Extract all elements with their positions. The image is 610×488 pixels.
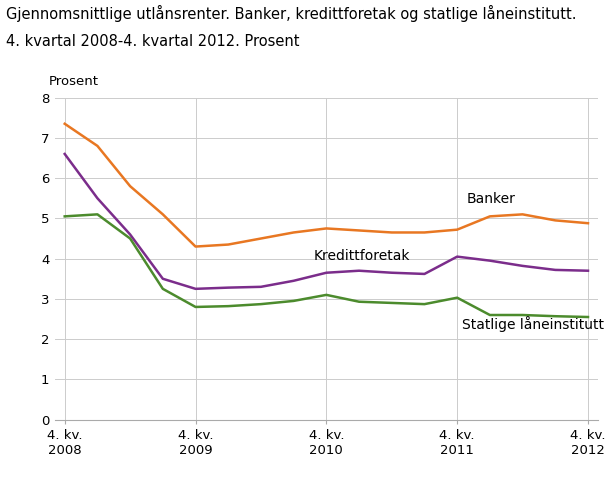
- Text: Banker: Banker: [467, 192, 516, 206]
- Text: Statlige låneinstitutt: Statlige låneinstitutt: [462, 316, 604, 332]
- Text: Gjennomsnittlige utlånsrenter. Banker, kredittforetak og statlige låneinstitutt.: Gjennomsnittlige utlånsrenter. Banker, k…: [6, 5, 576, 22]
- Text: 4. kvartal 2008-4. kvartal 2012. Prosent: 4. kvartal 2008-4. kvartal 2012. Prosent: [6, 34, 300, 49]
- Text: Kredittforetak: Kredittforetak: [314, 249, 410, 263]
- Text: Prosent: Prosent: [48, 75, 98, 87]
